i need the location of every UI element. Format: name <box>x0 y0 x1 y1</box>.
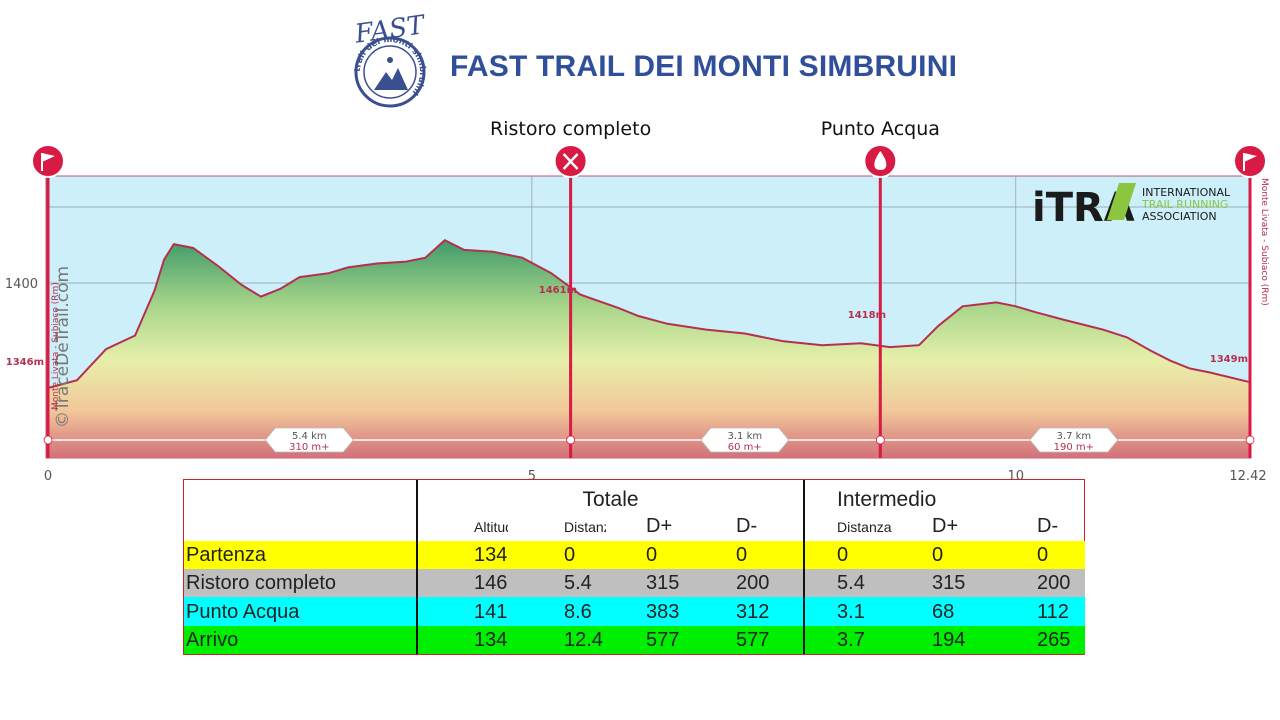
table-cell: 312 <box>700 597 806 626</box>
table-cell: 5.4 <box>564 572 592 595</box>
fast-logo: FAST trail dei monti simbruini <box>340 10 440 108</box>
elevation-line <box>47 239 1251 389</box>
segment-gain: 190 m+ <box>1054 442 1094 453</box>
flag-icon <box>1233 144 1267 178</box>
table-cell: 1346 <box>474 628 508 651</box>
segment-distance: 3.1 km <box>727 431 762 442</box>
runner-icon <box>374 57 408 90</box>
watermark-text: ©TraceDeTrail.com <box>53 266 73 428</box>
table-cell: 0 <box>1037 543 1049 566</box>
itra-line2: TRAIL RUNNING <box>1141 198 1228 211</box>
table-cell: 3.1 <box>837 600 865 623</box>
itra-line1: INTERNATIONAL <box>1142 186 1231 199</box>
col-header-dplus: D+ <box>646 515 673 538</box>
table-cell: 0 <box>837 543 849 566</box>
checkpoint-table: Totale Intermedio Altitudine Distanza D+… <box>183 479 1086 655</box>
itra-logo: iTRA INTERNATIONAL TRAIL RUNNING ASSOCIA… <box>1032 183 1231 231</box>
table-cell: 1418 <box>474 600 508 623</box>
x-tick-label: 12.42 <box>1229 469 1266 484</box>
row-name: Ristoro completo <box>184 569 418 598</box>
table-row: Punto Acqua 1418 8.6 383 312 3.1 68 112 <box>184 597 1086 626</box>
col-header-int-dminus: D- <box>1037 515 1059 538</box>
water-drop-icon <box>863 144 898 178</box>
table-cell: 1346 <box>474 543 508 566</box>
x-tick-label: 5 <box>528 469 536 484</box>
table-cell: 315 <box>646 572 680 595</box>
itra-line3: ASSOCIATION <box>1142 210 1217 223</box>
col-header-int-distanza: Distanza <box>837 518 892 535</box>
table-cell: 0 <box>564 543 576 566</box>
row-name: Arrivo <box>184 625 418 654</box>
table-cell: 5.4 <box>837 572 865 595</box>
page-title: FAST TRAIL DEI MONTI SIMBRUINI <box>450 50 958 83</box>
marker-label-water: Punto Acqua <box>821 118 940 140</box>
table-cell: 1461 <box>474 572 508 595</box>
side-label-left: Monte Livata - Subiaco (Rm) <box>51 282 61 410</box>
table-cell: 200 <box>700 569 806 598</box>
segment-gain: 310 m+ <box>289 442 329 453</box>
y-tick-label: 1400 <box>5 277 38 292</box>
side-label-right: Monte Livata - Subiaco (Rm) <box>1259 178 1269 306</box>
row-name: Partenza <box>184 540 418 570</box>
table-cell: 383 <box>646 600 680 623</box>
table-cell: 265 <box>1037 628 1071 651</box>
table-cell: 112 <box>1037 600 1069 623</box>
col-header-int-dplus: D+ <box>932 515 959 538</box>
segment-node <box>875 435 885 445</box>
col-header-dminus: D- <box>700 512 806 541</box>
itra-accent-icon <box>1107 183 1136 220</box>
flag-icon <box>31 144 65 178</box>
fork-knife-icon <box>553 144 588 178</box>
x-tick-label: 10 <box>1008 469 1025 484</box>
table-cell: 12.4 <box>564 628 603 651</box>
table-cell: 68 <box>932 600 955 623</box>
x-tick-label: 0 <box>44 469 52 484</box>
table-cell: 8.6 <box>564 600 592 623</box>
table-cell: 0 <box>700 540 806 570</box>
table-row: Arrivo 1346 12.4 577 577 3.7 194 265 <box>184 625 1086 654</box>
table-cell: 200 <box>1037 572 1071 595</box>
marker-label-aid: Ristoro completo <box>490 118 651 140</box>
elevation-label: 1461m <box>539 285 577 296</box>
segment-gain: 60 m+ <box>728 442 762 453</box>
col-header-distanza: Distanza <box>564 518 606 535</box>
segment-distance: 5.4 km <box>292 431 327 442</box>
group-header-intermedio: Intermedio <box>837 488 937 512</box>
segment-node <box>43 435 53 445</box>
table-cell: 194 <box>932 628 966 651</box>
elevation-label: 1418m <box>848 310 886 321</box>
segment-distance: 3.7 km <box>1057 431 1092 442</box>
table-cell: 577 <box>700 625 806 654</box>
segment-node <box>1245 435 1255 445</box>
row-name: Punto Acqua <box>184 597 418 626</box>
elevation-label: 1346m <box>6 357 44 368</box>
logo-ring <box>354 36 426 108</box>
col-header-altitudine: Altitudine <box>474 518 508 535</box>
table-cell: 0 <box>932 543 944 566</box>
elevation-area <box>48 240 1250 458</box>
table-cell: 577 <box>646 628 680 651</box>
table-cell: 315 <box>932 572 966 595</box>
table-cell: 3.7 <box>837 628 865 651</box>
elevation-label: 1349m <box>1210 354 1248 365</box>
group-header-totale: Totale <box>582 488 639 512</box>
table-cell: 0 <box>646 543 658 566</box>
table-row: Partenza 1346 0 0 0 0 0 0 <box>184 540 1086 570</box>
segment-node <box>566 435 576 445</box>
table-row: Ristoro completo 1461 5.4 315 200 5.4 315 200 <box>184 569 1086 598</box>
